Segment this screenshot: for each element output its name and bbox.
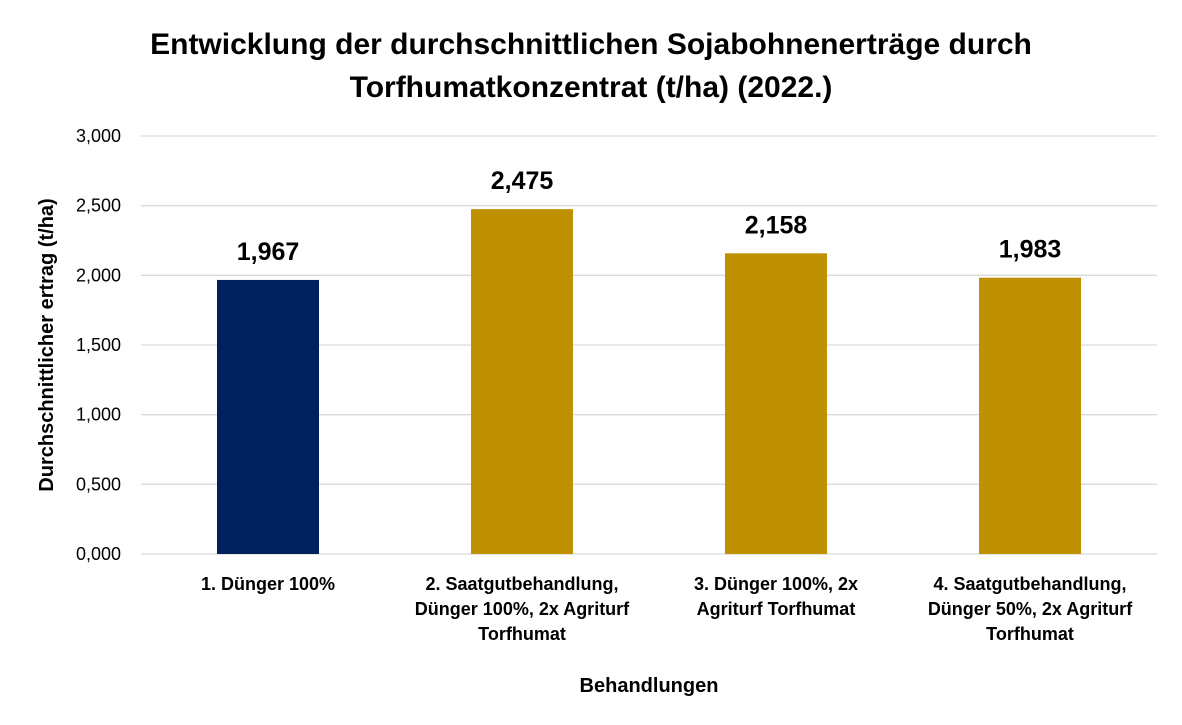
chart-title: Entwicklung der durchschnittlichen Sojab… [150, 28, 1032, 104]
x-tick-label: 1. Dünger 100% [201, 574, 335, 594]
bar [471, 209, 573, 554]
y-axis-ticks: 0,000 0,500 1,000 1,500 2,000 2,500 3,000 [76, 126, 121, 564]
x-tick-label-line: 3. Dünger 100%, 2x [694, 574, 858, 594]
bar [979, 277, 1081, 554]
data-label: 2,158 [745, 211, 808, 239]
x-tick-label-line: Dünger 50%, 2x Agriturf [928, 599, 1133, 619]
x-tick-label: 4. Saatgutbehandlung, Dünger 50%, 2x Agri… [928, 574, 1133, 644]
x-tick-label-line: Dünger 100%, 2x Agriturf [415, 599, 630, 619]
y-tick-label: 1,500 [76, 335, 121, 355]
bar [725, 253, 827, 554]
y-tick-label: 3,000 [76, 126, 121, 146]
data-label: 2,475 [491, 167, 554, 195]
x-tick-label-line: Torfhumat [986, 624, 1074, 644]
chart-title-line-1: Entwicklung der durchschnittlichen Sojab… [150, 28, 1032, 61]
x-tick-label-line: 4. Saatgutbehandlung, [933, 574, 1126, 594]
y-tick-label: 1,000 [76, 405, 121, 425]
y-tick-label: 2,500 [76, 196, 121, 216]
y-tick-label: 0,000 [76, 544, 121, 564]
data-label: 1,983 [999, 236, 1062, 264]
bar [217, 279, 319, 554]
y-axis-title: Durchschnittlicher ertrag (t/ha) [36, 198, 58, 491]
data-labels: 1,967 2,475 2,158 1,983 [237, 167, 1062, 266]
x-tick-label-line: 1. Dünger 100% [201, 574, 335, 594]
y-tick-label: 2,000 [76, 265, 121, 285]
x-tick-label: 2. Saatgutbehandlung, Dünger 100%, 2x Agr… [415, 574, 630, 644]
x-tick-label: 3. Dünger 100%, 2x Agriturf Torfhumat [694, 574, 858, 619]
y-tick-label: 0,500 [76, 474, 121, 494]
x-tick-label-line: Agriturf Torfhumat [697, 599, 856, 619]
x-axis-title: Behandlungen [580, 675, 719, 697]
data-label: 1,967 [237, 238, 300, 266]
x-axis-categories: 1. Dünger 100% 2. Saatgutbehandlung, Dünge… [201, 574, 1133, 644]
chart-title-line-2: Torfhumatkonzentrat (t/ha) (2022.) [350, 71, 833, 104]
bars [217, 209, 1081, 554]
x-tick-label-line: Torfhumat [478, 624, 566, 644]
x-tick-label-line: 2. Saatgutbehandlung, [425, 574, 618, 594]
